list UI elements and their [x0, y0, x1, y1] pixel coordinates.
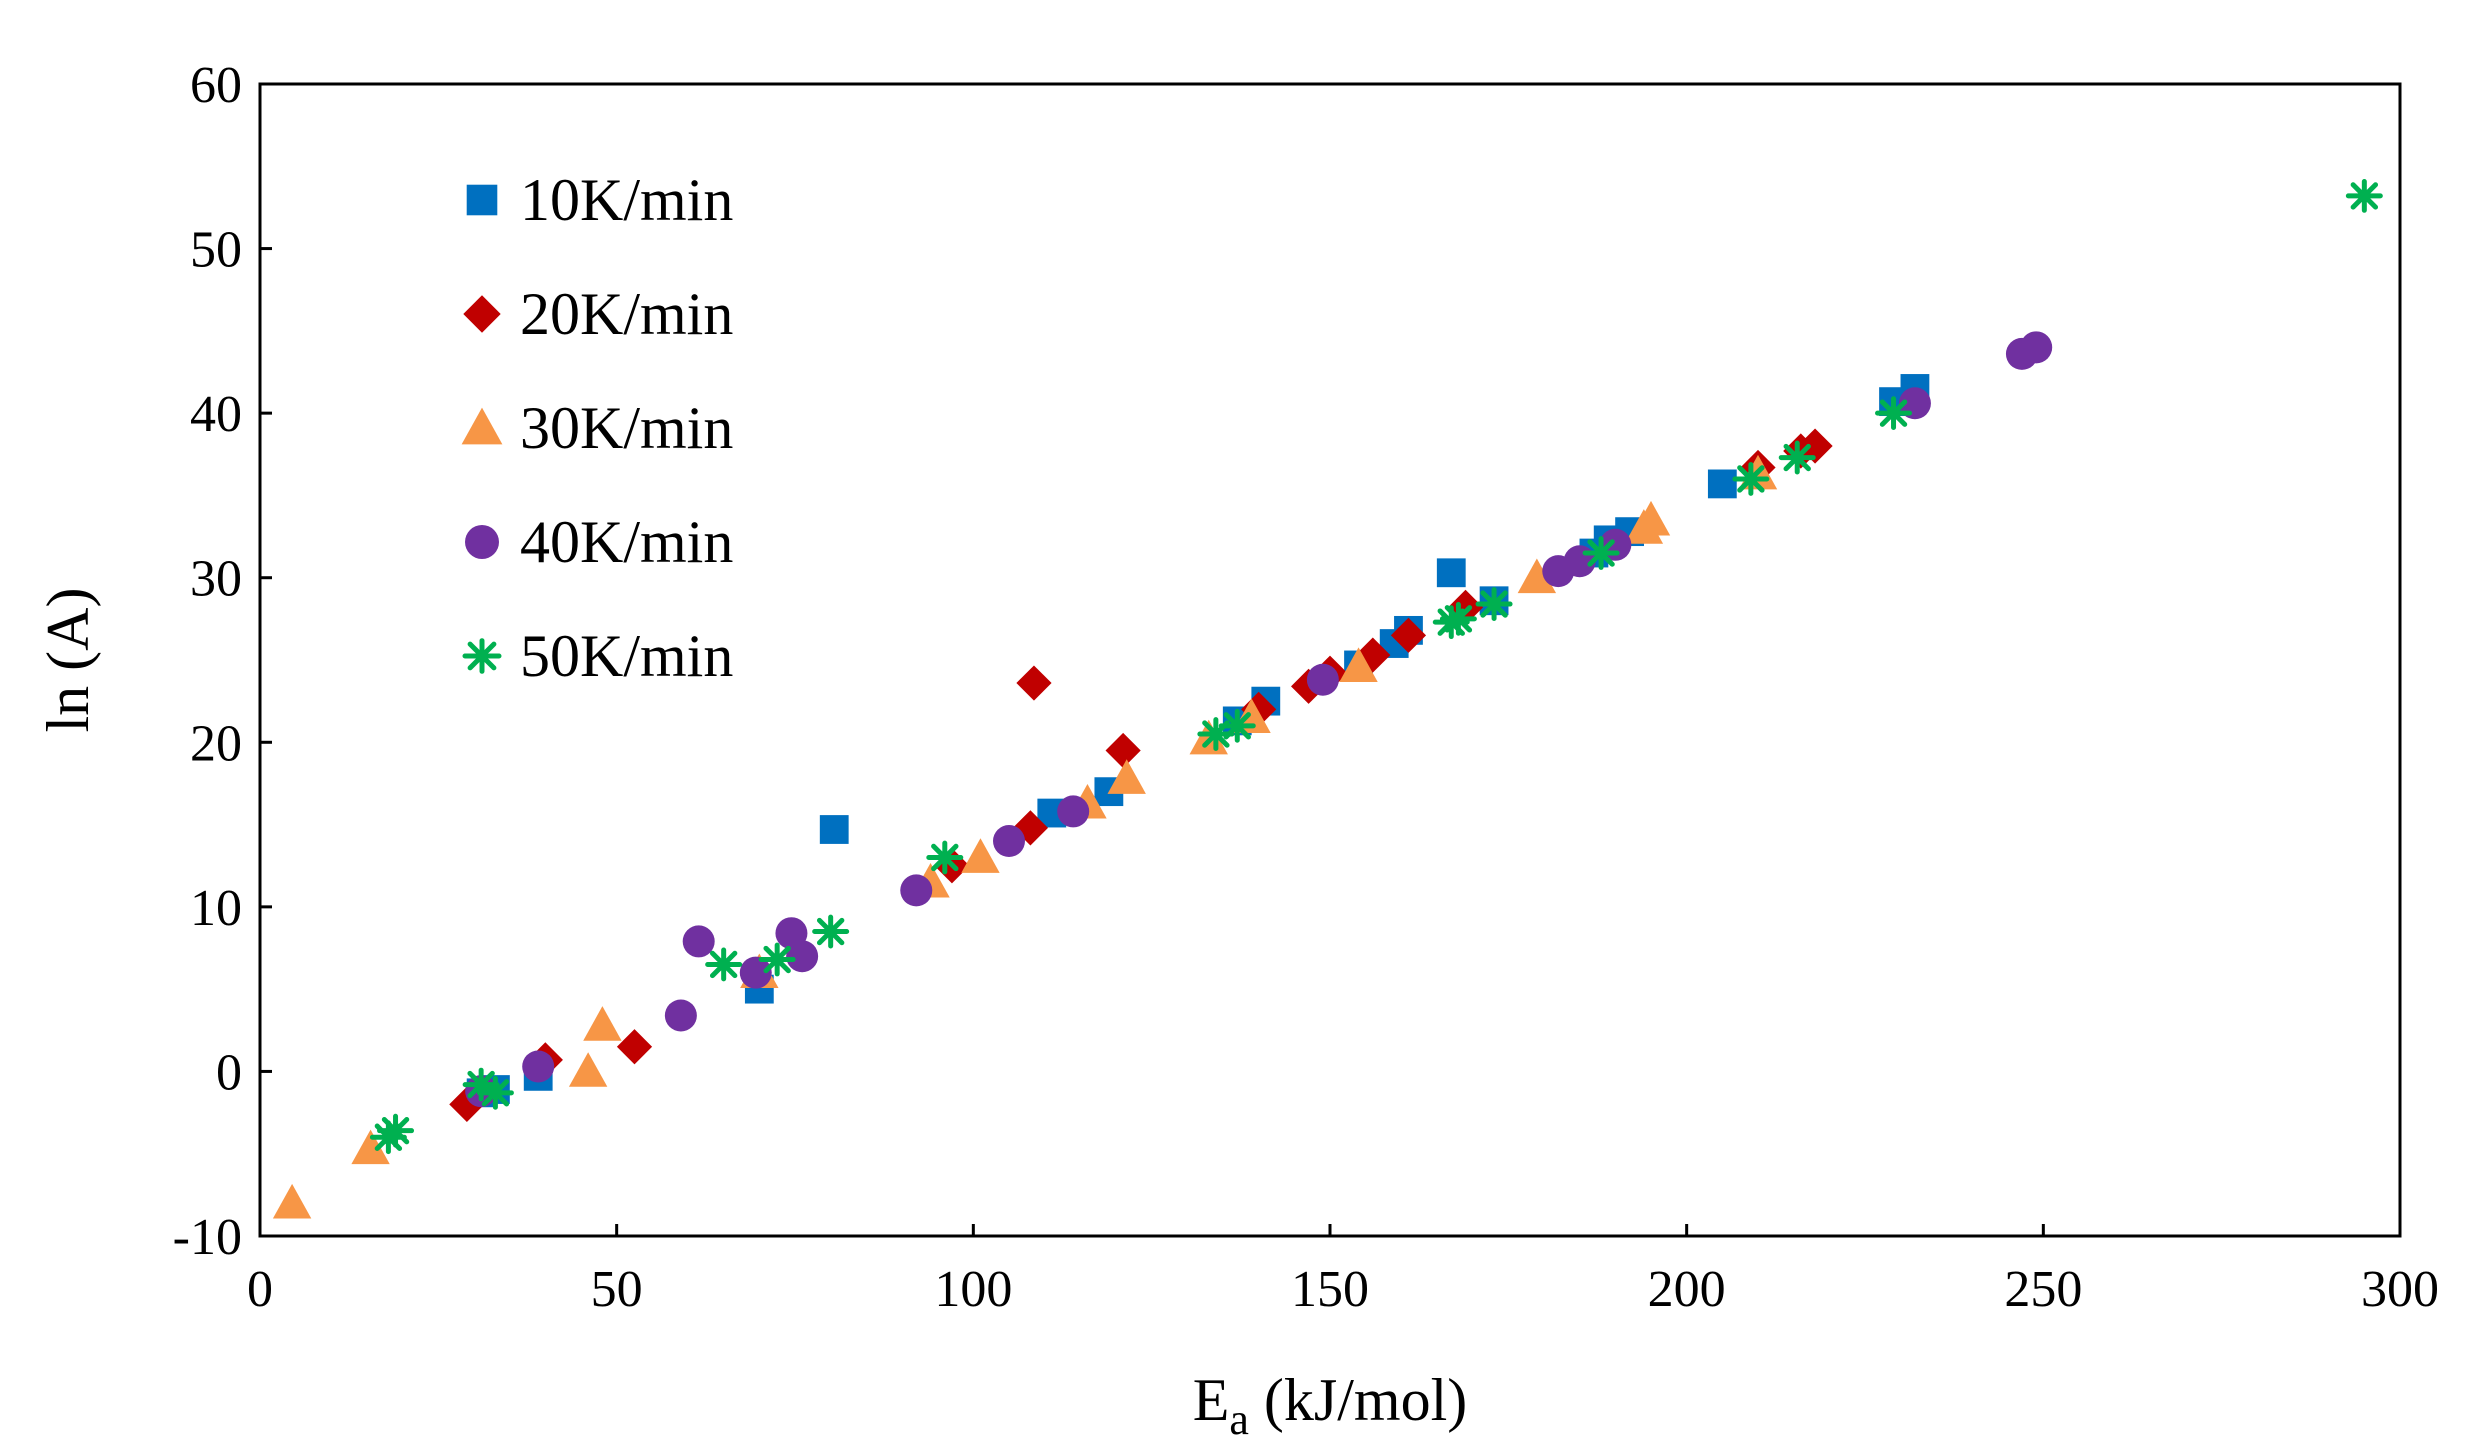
- x-tick-label: 0: [247, 1261, 273, 1318]
- legend-marker-30k-min: [461, 407, 503, 445]
- point-40k-min: [1306, 663, 1339, 696]
- legend-marker-20k-min: [463, 295, 501, 333]
- y-tick-label: -10: [173, 1209, 242, 1266]
- y-tick-label: 20: [190, 715, 242, 772]
- data-points: [272, 179, 2383, 1219]
- point-30k-min: [568, 1052, 608, 1087]
- point-40k-min: [900, 874, 933, 907]
- point-50k-min: [1439, 601, 1477, 636]
- point-30k-min: [1631, 500, 1671, 536]
- y-tick-label: 50: [190, 222, 242, 279]
- point-20k-min: [1105, 732, 1141, 769]
- y-tick-label: 30: [190, 551, 242, 608]
- legend-label-50k-min: 50K/min: [520, 623, 733, 689]
- x-tick-label: 250: [2004, 1261, 2082, 1318]
- point-10k-min: [1707, 469, 1737, 499]
- point-10k-min: [819, 815, 849, 844]
- point-20k-min: [1797, 428, 1833, 464]
- point-50k-min: [812, 914, 850, 949]
- point-50k-min: [476, 1075, 514, 1110]
- y-axis-ticks: -10 0 10 20 30 40 50 60: [173, 57, 272, 1266]
- point-40k-min: [1057, 795, 1090, 828]
- point-20k-min: [1390, 617, 1427, 653]
- point-50k-min: [1732, 462, 1770, 496]
- point-30k-min: [961, 838, 1000, 873]
- x-tick-label: 50: [591, 1261, 643, 1318]
- point-50k-min: [1475, 587, 1513, 621]
- y-tick-label: 60: [190, 57, 242, 114]
- y-tick-label: 10: [190, 880, 242, 937]
- legend-marker-10k-min: [466, 184, 498, 216]
- point-30k-min: [351, 1129, 390, 1165]
- point-40k-min: [682, 925, 715, 958]
- x-axis-title: Ea (kJ/mol): [1193, 1367, 1468, 1444]
- point-50k-min: [758, 942, 796, 977]
- point-40k-min: [2020, 331, 2053, 364]
- point-50k-min: [926, 840, 964, 875]
- point-20k-min: [449, 1086, 485, 1122]
- point-50k-min: [2345, 179, 2383, 213]
- point-50k-min: [462, 1067, 500, 1102]
- point-40k-min: [786, 940, 819, 973]
- point-30k-min: [1517, 558, 1557, 594]
- legend-marker-40k-min: [465, 525, 499, 559]
- point-50k-min: [1218, 708, 1256, 743]
- point-40k-min: [522, 1050, 555, 1083]
- legend-marker-50k-min: [462, 638, 502, 674]
- y-tick-label: 0: [216, 1044, 242, 1101]
- point-30k-min: [1107, 759, 1146, 794]
- point-20k-min: [1012, 810, 1048, 846]
- point-20k-min: [1016, 665, 1052, 701]
- point-50k-min: [1875, 396, 1913, 431]
- point-40k-min: [739, 956, 772, 989]
- point-20k-min: [616, 1029, 653, 1065]
- point-50k-min: [705, 947, 743, 982]
- point-50k-min: [1432, 605, 1470, 640]
- legend-label-40k-min: 40K/min: [520, 509, 733, 575]
- legend-label-30k-min: 30K/min: [520, 395, 733, 461]
- legend: 10K/min 20K/min 30K/min 40K/min 50K/min: [461, 167, 733, 689]
- point-40k-min: [664, 999, 697, 1032]
- point-30k-min: [1339, 647, 1378, 682]
- x-tick-label: 300: [2361, 1261, 2439, 1318]
- point-50k-min: [1582, 536, 1620, 570]
- point-50k-min: [1778, 440, 1816, 475]
- legend-label-20k-min: 20K/min: [520, 281, 733, 347]
- point-40k-min: [993, 825, 1025, 858]
- y-axis-title: ln (A): [35, 588, 101, 733]
- point-50k-min: [1197, 717, 1235, 751]
- y-tick-label: 40: [190, 386, 242, 443]
- x-tick-label: 150: [1291, 1261, 1369, 1318]
- point-30k-min: [583, 1006, 622, 1041]
- x-tick-label: 200: [1648, 1261, 1726, 1318]
- legend-label-10k-min: 10K/min: [520, 167, 733, 233]
- point-30k-min: [272, 1183, 312, 1219]
- point-10k-min: [1436, 558, 1466, 588]
- x-axis-ticks: 0 50 100 150 200 250 300: [247, 1224, 2439, 1318]
- x-tick-label: 100: [934, 1261, 1012, 1318]
- point-50k-min: [377, 1113, 415, 1148]
